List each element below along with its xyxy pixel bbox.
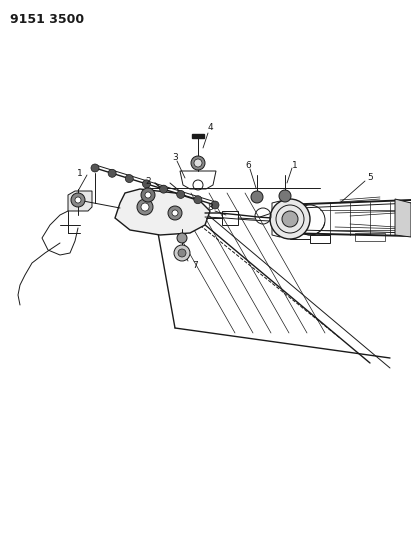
Bar — [192, 134, 204, 138]
Circle shape — [177, 233, 187, 243]
Circle shape — [174, 245, 190, 261]
Circle shape — [211, 201, 219, 209]
Circle shape — [141, 203, 149, 211]
Circle shape — [75, 197, 81, 203]
Text: 8: 8 — [207, 204, 213, 213]
Text: 1: 1 — [292, 160, 298, 169]
Text: 3: 3 — [172, 154, 178, 163]
Circle shape — [191, 156, 205, 170]
Text: 9151 3500: 9151 3500 — [10, 13, 84, 26]
Bar — [355, 233, 385, 241]
Circle shape — [71, 193, 85, 207]
Polygon shape — [115, 189, 210, 235]
Circle shape — [91, 164, 99, 172]
Circle shape — [145, 192, 151, 198]
Polygon shape — [68, 191, 92, 211]
Circle shape — [172, 210, 178, 216]
Circle shape — [159, 185, 168, 193]
Circle shape — [251, 191, 263, 203]
Circle shape — [177, 190, 185, 198]
Circle shape — [168, 206, 182, 220]
Circle shape — [194, 196, 202, 204]
Text: 4: 4 — [207, 124, 213, 133]
Polygon shape — [395, 199, 411, 237]
Text: 5: 5 — [367, 174, 373, 182]
Circle shape — [279, 190, 291, 202]
Circle shape — [108, 169, 116, 177]
Circle shape — [178, 249, 186, 257]
Text: 2: 2 — [145, 176, 151, 185]
Circle shape — [143, 180, 150, 188]
Text: 7: 7 — [192, 261, 198, 270]
Circle shape — [125, 175, 133, 183]
Circle shape — [282, 211, 298, 227]
Text: 6: 6 — [245, 160, 251, 169]
Circle shape — [270, 199, 310, 239]
Circle shape — [194, 159, 202, 167]
Text: 1: 1 — [77, 168, 83, 177]
Circle shape — [141, 188, 155, 202]
Circle shape — [137, 199, 153, 215]
